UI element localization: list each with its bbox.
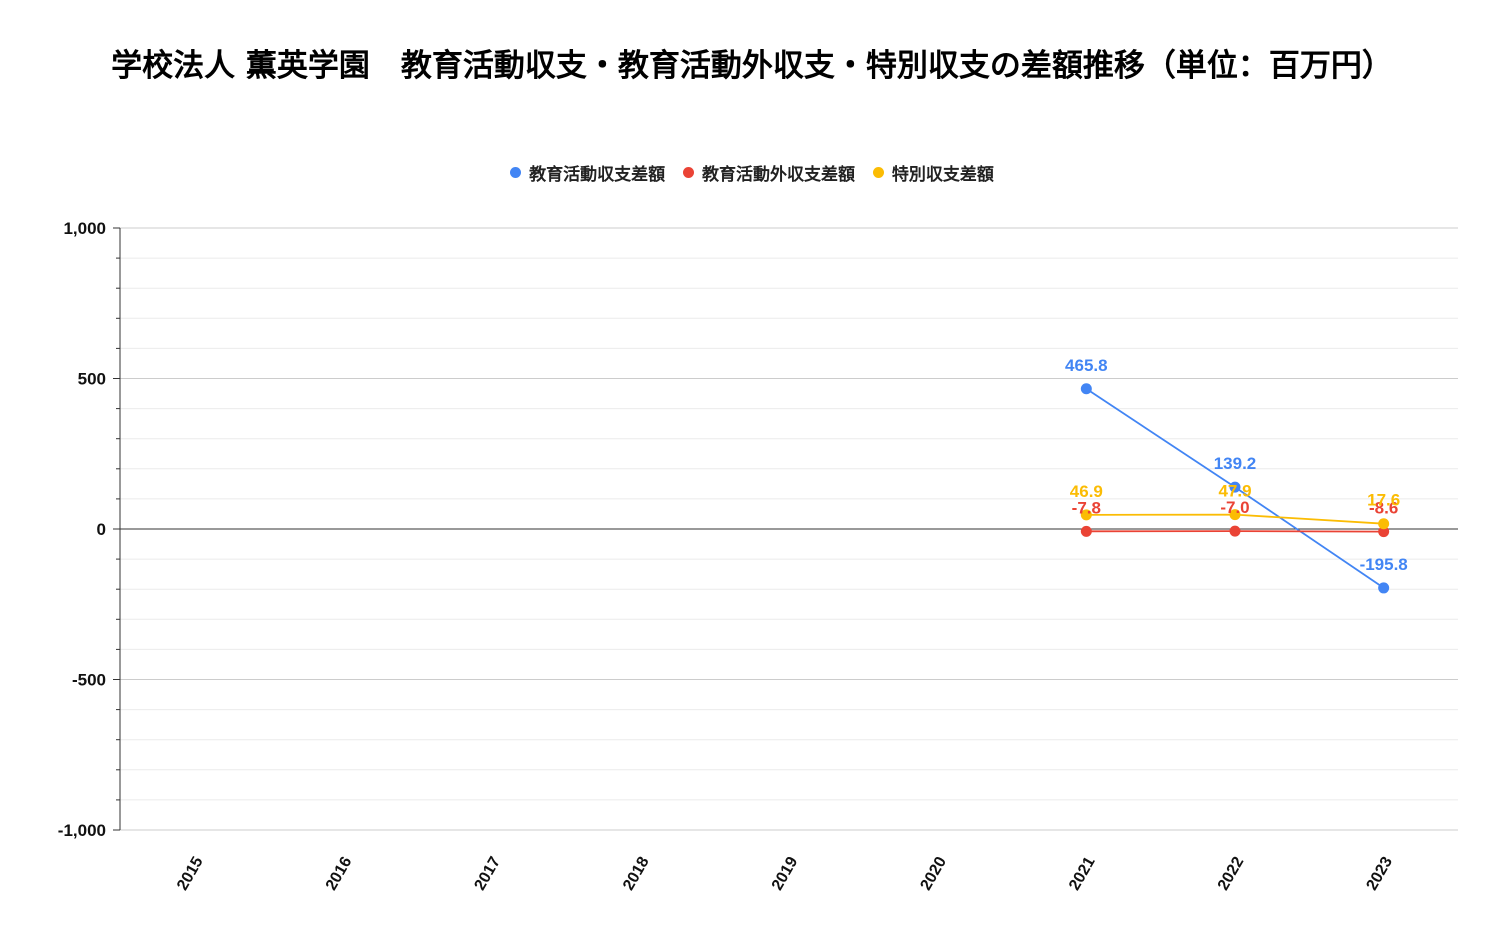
legend-label-non-education: 教育活動外収支差額: [702, 165, 855, 185]
legend-label-education: 教育活動収支差額: [529, 165, 666, 185]
data-point-0: [1080, 383, 1092, 395]
legend: 教育活動収支差額 教育活動外収支差額 特別収支差額: [0, 160, 1504, 185]
legend-marker-special: [872, 167, 884, 178]
chart-title: 学校法人 薫英学園 教育活動収支・教育活動外収支・特別収支の差額推移（単位：百万…: [111, 48, 1393, 84]
legend-marker-non-education: [683, 167, 694, 178]
y-tick-label: 500: [78, 370, 106, 389]
data-label-0: 465.8: [1065, 356, 1108, 375]
data-point-1: [1378, 526, 1390, 538]
x-tick-label: 2020: [918, 854, 951, 893]
data-label-2: 46.9: [1070, 482, 1103, 501]
legend-marker-education: [510, 167, 522, 178]
x-tick-label: 2015: [174, 854, 207, 893]
data-label-1: -7.0: [1220, 498, 1249, 517]
y-tick-label: 1,000: [63, 219, 106, 238]
data-point-0: [1229, 481, 1241, 493]
legend-label-special: 特別収支差額: [891, 165, 994, 185]
data-label-0: -195.8: [1360, 555, 1408, 574]
x-tick-label: 2016: [323, 854, 356, 893]
data-label-1: -7.8: [1072, 498, 1101, 517]
x-tick-label: 2017: [472, 854, 505, 893]
data-label-2: 17.6: [1367, 491, 1400, 510]
y-tick-label: 0: [97, 520, 106, 539]
x-tick-label: 2022: [1215, 854, 1248, 893]
legend-item-education[interactable]: 教育活動収支差額: [510, 160, 665, 185]
data-point-1: [1080, 525, 1092, 537]
x-tick-label: 2019: [769, 854, 802, 893]
data-point-2: [1378, 518, 1390, 530]
data-label-2: 47.9: [1218, 482, 1251, 501]
legend-item-non-education[interactable]: 教育活動外収支差額: [683, 160, 855, 185]
data-label-0: 139.2: [1214, 454, 1257, 473]
data-point-1: [1229, 525, 1241, 537]
data-point-2: [1080, 509, 1092, 521]
data-point-2: [1229, 509, 1241, 521]
x-tick-label: 2018: [620, 854, 653, 893]
y-tick-label: -500: [72, 671, 106, 690]
y-tick-label: -1,000: [58, 821, 106, 840]
data-point-0: [1378, 582, 1390, 594]
x-tick-label: 2023: [1364, 854, 1397, 893]
data-label-1: -8.6: [1369, 499, 1398, 518]
legend-item-special[interactable]: 特別収支差額: [872, 160, 994, 185]
x-tick-label: 2021: [1066, 854, 1099, 893]
